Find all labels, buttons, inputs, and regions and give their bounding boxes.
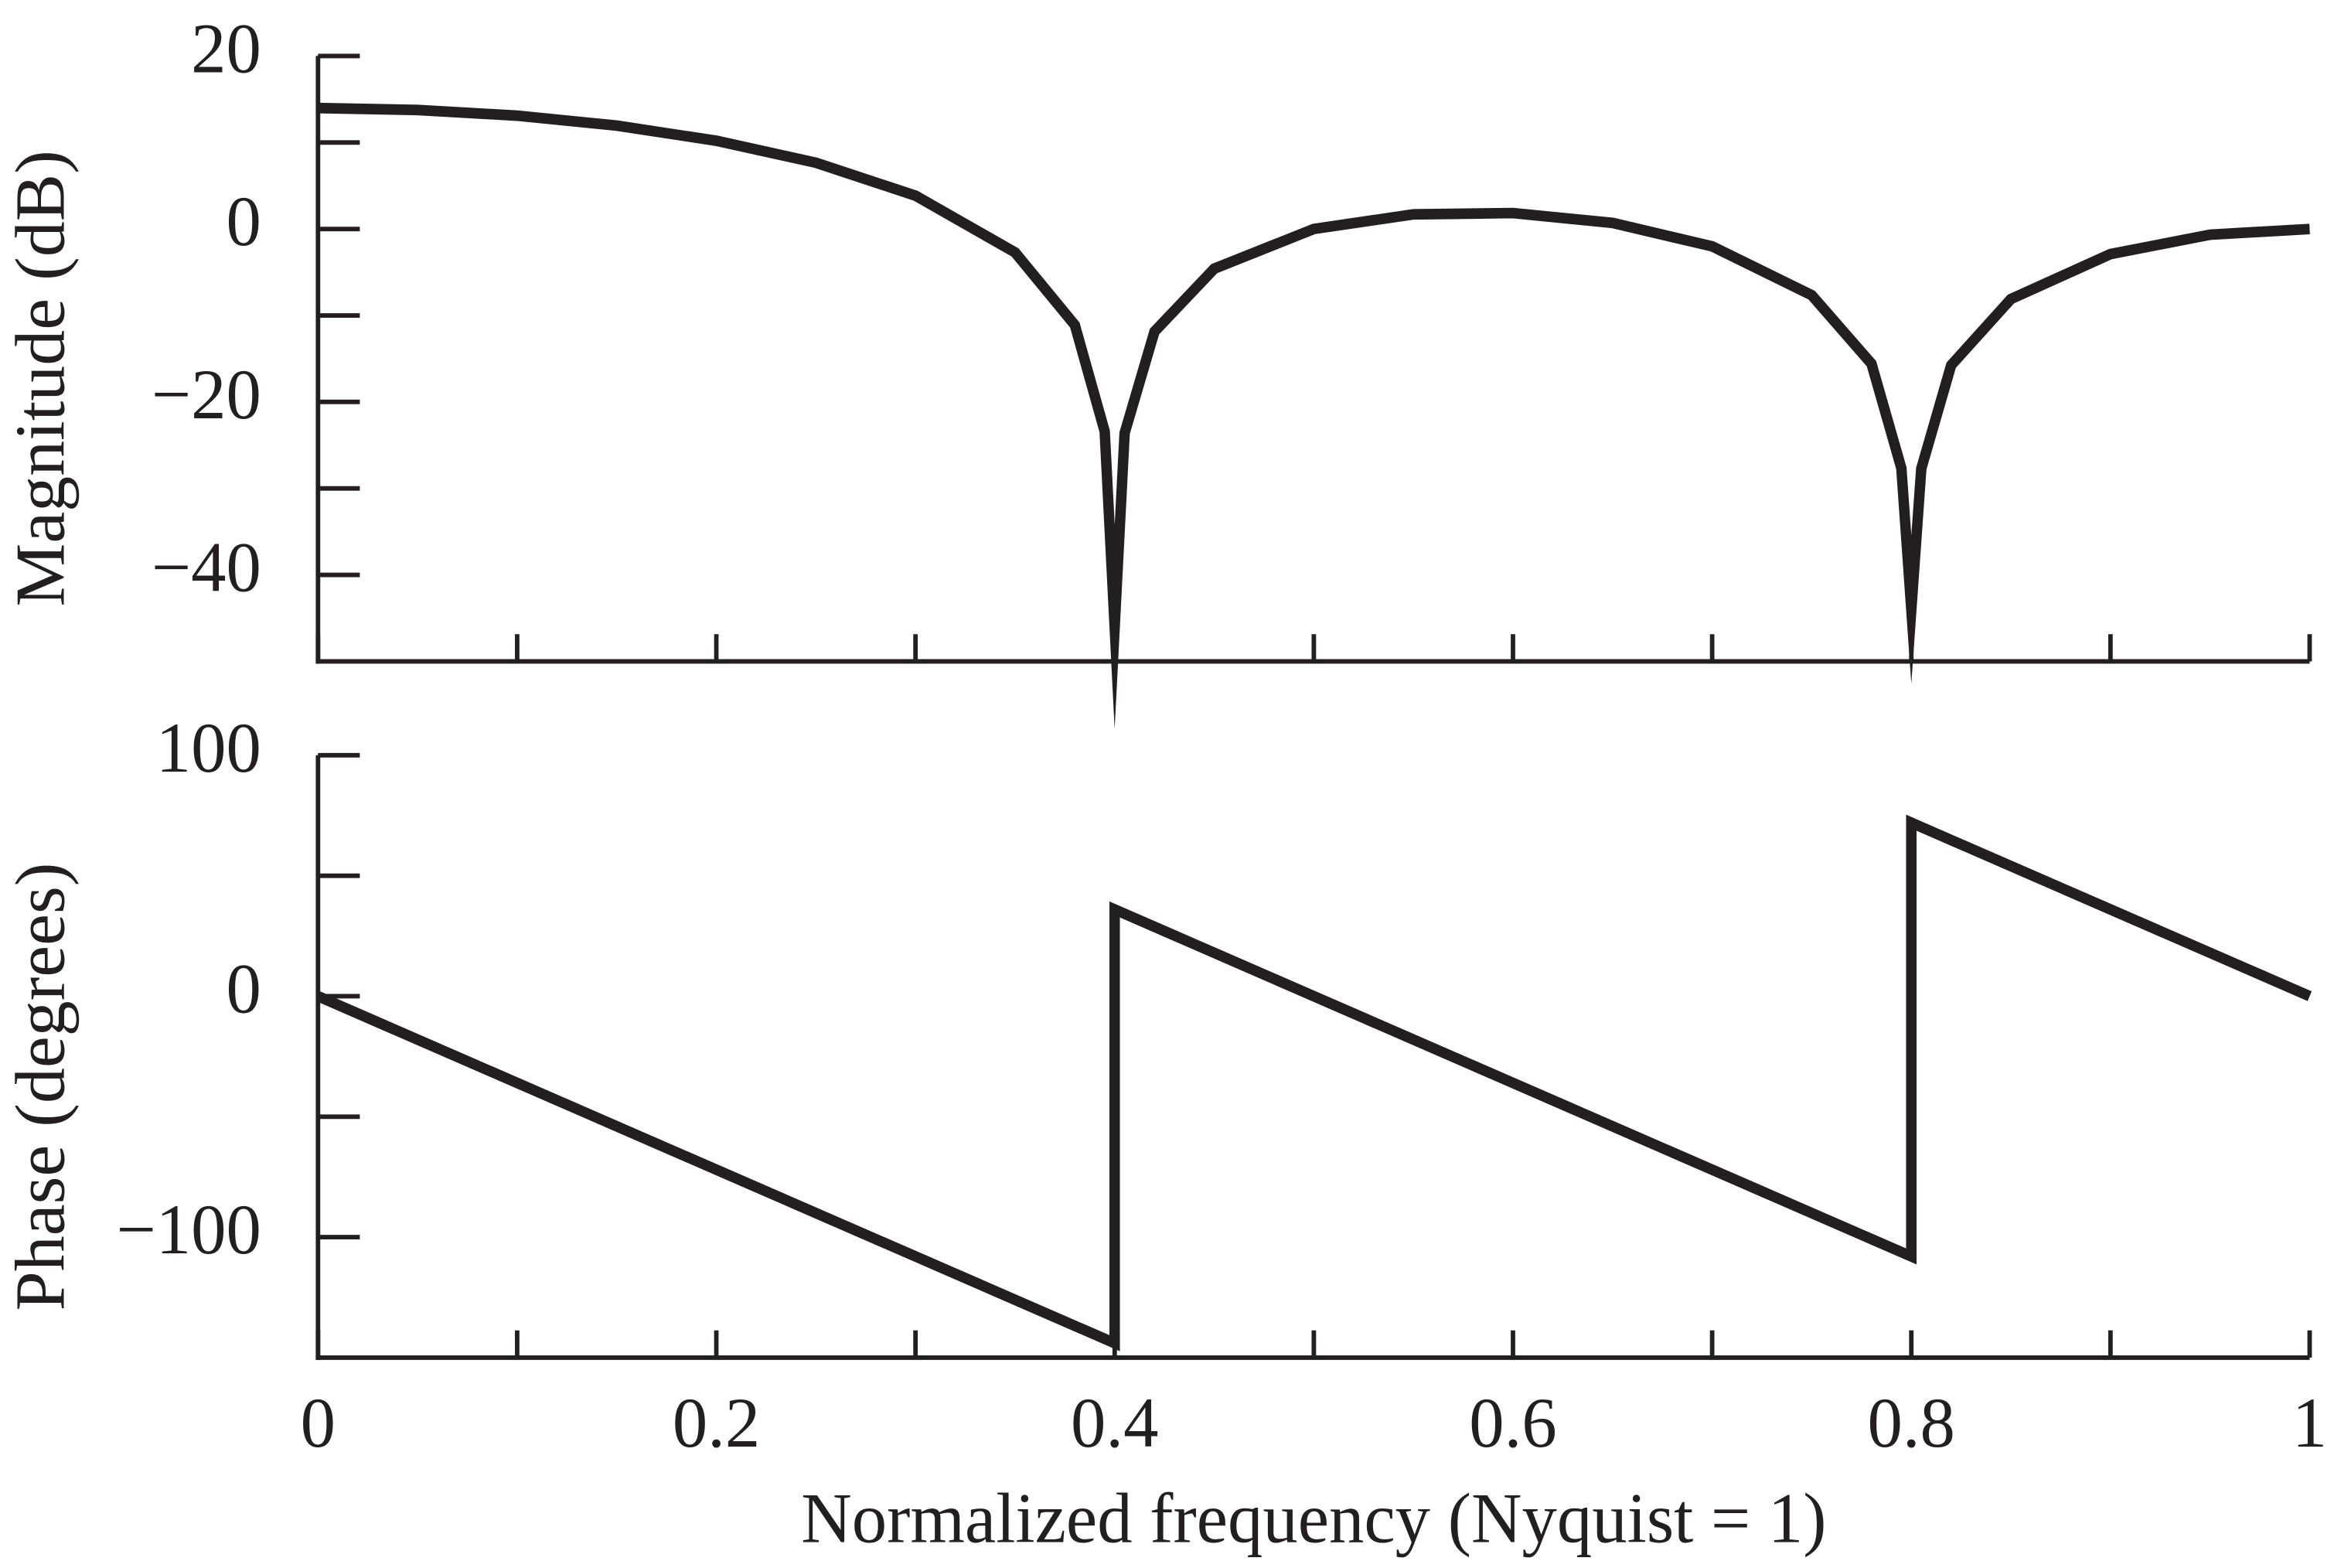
- y-tick-label: 20: [191, 9, 261, 88]
- y-axis-label: Magnitude (dB): [2, 150, 79, 606]
- x-tick-label: 0.2: [673, 1383, 760, 1462]
- x-tick-label: 0.4: [1071, 1383, 1158, 1462]
- x-tick-label: 0: [301, 1383, 336, 1462]
- y-tick-label: 0: [227, 182, 261, 261]
- data-line: [315, 814, 2312, 1352]
- y-tick-label: 100: [156, 708, 261, 787]
- x-tick-label: 0.8: [1868, 1383, 1955, 1462]
- y-axis-label: Phase (degrees): [2, 863, 79, 1311]
- y-tick-label: −100: [117, 1191, 261, 1270]
- y-tick-label: −40: [152, 528, 261, 607]
- y-tick-label: 0: [227, 949, 261, 1028]
- data-line: [318, 102, 2310, 729]
- y-tick-label: −20: [152, 355, 261, 434]
- x-axis-label: Normalized frequency (Nyquist = 1): [801, 1479, 1826, 1558]
- x-tick-label: 1: [2292, 1383, 2327, 1462]
- x-tick-label: 0.6: [1469, 1383, 1556, 1462]
